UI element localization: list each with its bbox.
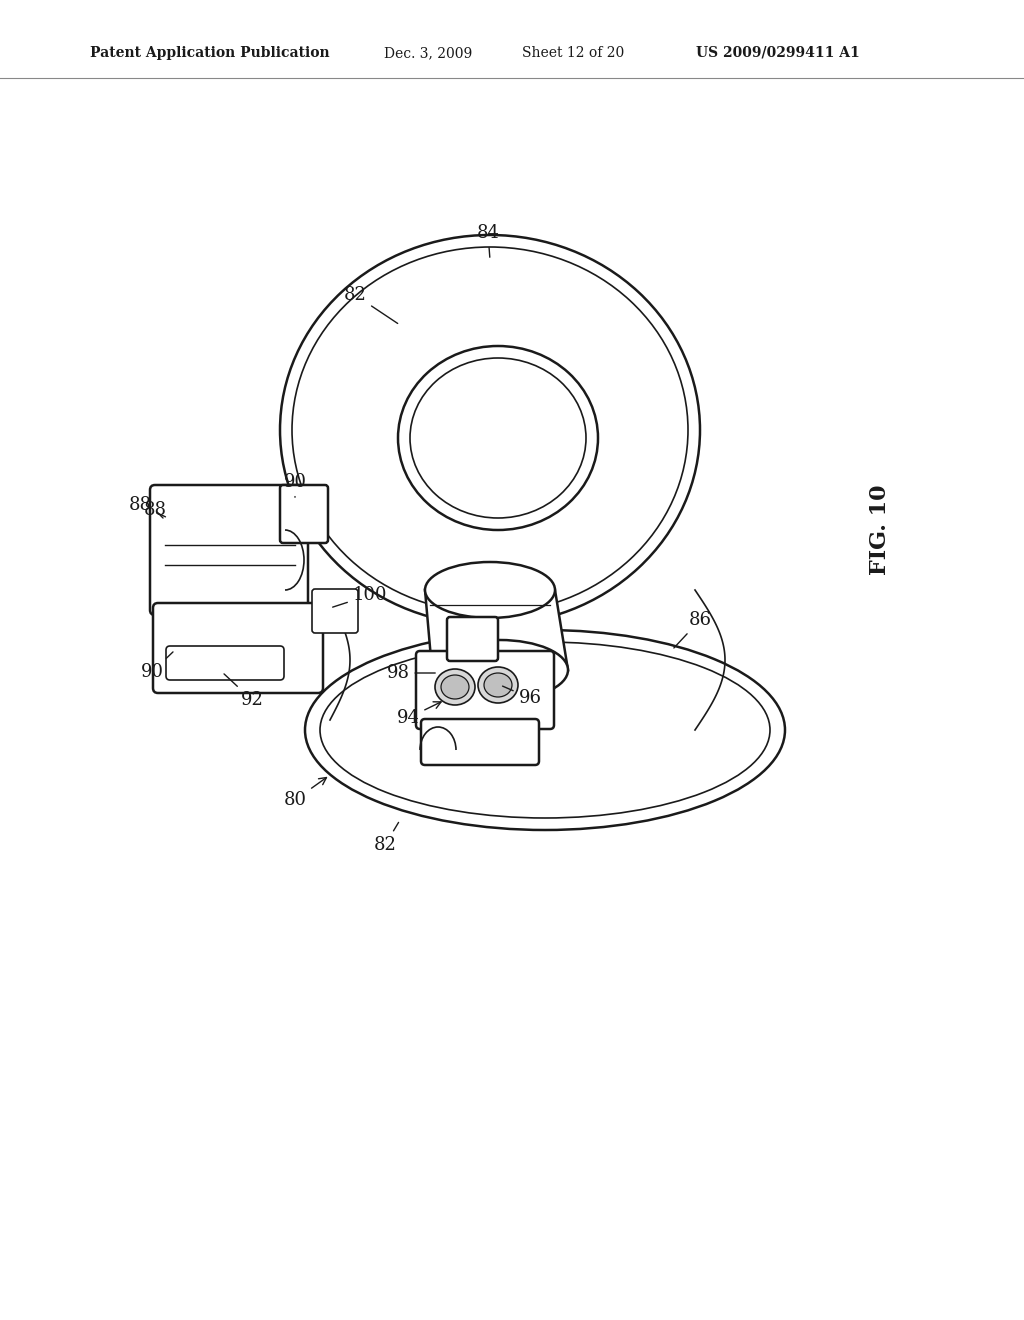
Ellipse shape (478, 667, 518, 704)
FancyBboxPatch shape (280, 484, 328, 543)
Ellipse shape (435, 669, 475, 705)
Ellipse shape (441, 675, 469, 700)
Ellipse shape (432, 640, 568, 700)
Text: 98: 98 (386, 664, 435, 682)
Polygon shape (425, 590, 568, 671)
Ellipse shape (305, 630, 785, 830)
FancyBboxPatch shape (312, 589, 358, 634)
Text: 84: 84 (476, 224, 500, 257)
Ellipse shape (484, 673, 512, 697)
Text: 90: 90 (284, 473, 306, 498)
Text: 96: 96 (503, 686, 542, 708)
Text: 100: 100 (333, 586, 387, 607)
Text: Dec. 3, 2009: Dec. 3, 2009 (384, 46, 472, 59)
Text: 82: 82 (344, 286, 397, 323)
Ellipse shape (292, 247, 688, 612)
Text: US 2009/0299411 A1: US 2009/0299411 A1 (696, 46, 860, 59)
Text: 92: 92 (224, 675, 263, 709)
Text: Patent Application Publication: Patent Application Publication (90, 46, 330, 59)
Ellipse shape (398, 346, 598, 531)
FancyBboxPatch shape (421, 719, 539, 766)
Text: 82: 82 (374, 822, 398, 854)
Text: 90: 90 (140, 652, 173, 681)
FancyBboxPatch shape (447, 616, 498, 661)
Text: 94: 94 (396, 702, 441, 727)
Ellipse shape (319, 642, 770, 818)
FancyBboxPatch shape (153, 603, 323, 693)
Text: 88: 88 (143, 502, 167, 519)
Text: Sheet 12 of 20: Sheet 12 of 20 (522, 46, 625, 59)
Text: 80: 80 (284, 777, 327, 809)
FancyBboxPatch shape (150, 484, 308, 615)
Ellipse shape (280, 235, 700, 624)
Text: 88: 88 (128, 496, 166, 517)
Text: 86: 86 (674, 611, 712, 648)
Ellipse shape (425, 562, 555, 618)
FancyBboxPatch shape (166, 645, 284, 680)
FancyBboxPatch shape (416, 651, 554, 729)
Ellipse shape (410, 358, 586, 517)
Text: FIG. 10: FIG. 10 (869, 484, 891, 576)
